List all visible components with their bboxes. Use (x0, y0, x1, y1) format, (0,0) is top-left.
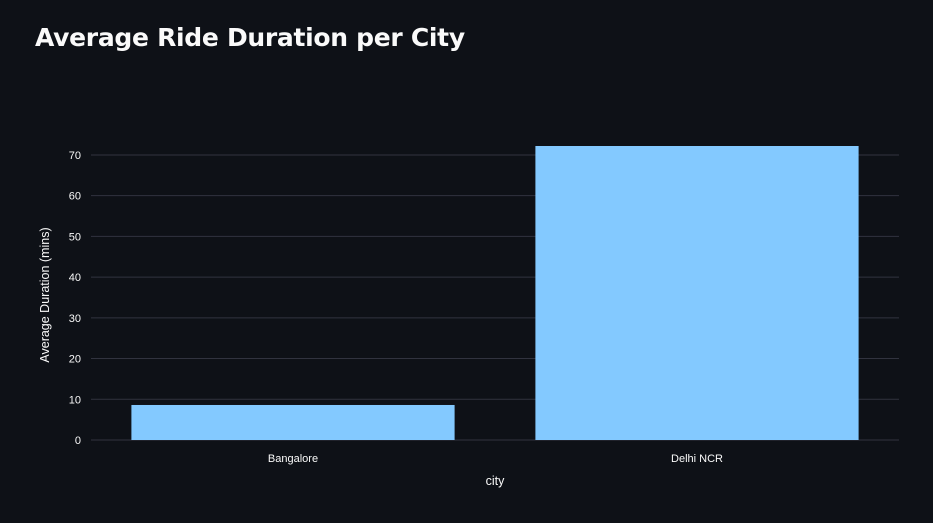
bar-delhi-ncr[interactable] (535, 146, 859, 440)
x-axis-title: city (486, 474, 506, 488)
y-tick-label-0: 0 (75, 435, 81, 447)
y-tick-label-50: 50 (69, 231, 81, 243)
page-title: Average Ride Duration per City (35, 23, 465, 52)
y-axis-title: Average Duration (mins) (38, 227, 52, 362)
x-tick-labels: Bangalore Delhi NCR (268, 453, 723, 465)
y-tick-label-40: 40 (69, 272, 81, 284)
y-tick-label-60: 60 (69, 191, 81, 203)
bars (131, 146, 859, 440)
y-tick-label-70: 70 (69, 150, 81, 162)
x-tick-label-delhi-ncr: Delhi NCR (671, 453, 723, 465)
bar-bangalore[interactable] (131, 404, 455, 440)
x-tick-label-bangalore: Bangalore (268, 453, 318, 465)
y-tick-label-30: 30 (69, 313, 81, 325)
y-tick-label-10: 10 (69, 394, 81, 406)
y-tick-labels: 0 10 20 30 40 50 60 70 (69, 150, 81, 447)
y-tick-label-20: 20 (69, 354, 81, 366)
